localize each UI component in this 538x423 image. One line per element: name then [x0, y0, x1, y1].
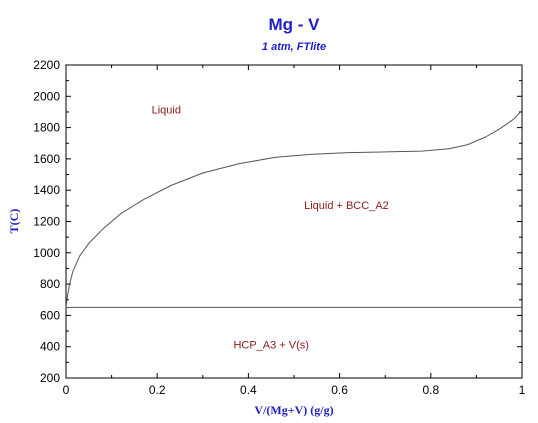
y-tick-label: 1600 — [33, 152, 60, 166]
x-tick-label: 1 — [519, 383, 526, 397]
region-label: HCP_A3 + V(s) — [233, 339, 309, 351]
x-tick-label: 0.6 — [331, 383, 348, 397]
y-tick-label: 600 — [40, 308, 60, 322]
plot-frame — [65, 64, 523, 379]
y-tick-label: 2000 — [33, 89, 60, 103]
y-tick-label: 1800 — [33, 121, 60, 135]
phase-boundary-line-1 — [65, 110, 523, 308]
region-label: Liquid — [152, 105, 181, 117]
y-tick-label: 200 — [40, 371, 60, 385]
y-tick-label: 2200 — [33, 58, 60, 72]
y-axis-title: T(C) — [7, 209, 21, 234]
x-tick-label: 0.8 — [422, 383, 439, 397]
ticks-layer: 0 0.2 0.4 0.6 0.8 120040060080010001200140016… — [33, 58, 525, 397]
y-tick-label: 1000 — [33, 246, 60, 260]
x-tick-label: 0 — [63, 383, 70, 397]
annotation-layer: Liquid Liquid + BCC_A2 HCP_A3 + V(s) — [152, 105, 389, 352]
x-tick-label: 0.2 — [149, 383, 166, 397]
y-tick-label: 1400 — [33, 183, 60, 197]
x-tick-label: 0.4 — [240, 383, 257, 397]
y-tick-label: 800 — [40, 277, 60, 291]
x-axis-title: V/(Mg+V) (g/g) — [254, 403, 333, 417]
chart-subtitle: 1 atm, FTlite — [262, 41, 326, 53]
y-tick-label: 1200 — [33, 215, 60, 229]
series-layer — [65, 110, 523, 308]
y-tick-label: 400 — [40, 340, 60, 354]
chart-title: Mg - V — [269, 15, 321, 34]
region-label: Liquid + BCC_A2 — [304, 200, 389, 212]
